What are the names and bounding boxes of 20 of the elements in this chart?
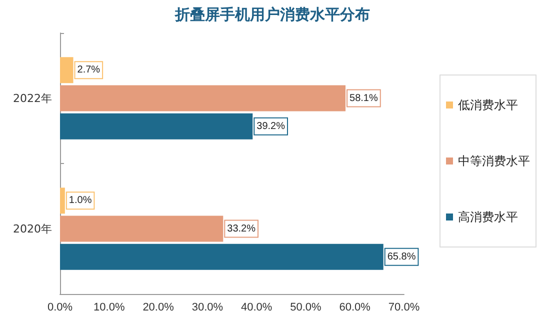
chart-title: 折叠屏手机用户消费水平分布	[174, 6, 370, 24]
x-tick-label: 30.0%	[192, 302, 224, 314]
y-tick-label: 2020年	[13, 222, 52, 236]
legend-label: 低消费水平	[458, 98, 518, 112]
data-label: 58.1%	[350, 92, 378, 104]
data-label: 39.2%	[256, 120, 286, 132]
data-label: 65.8%	[387, 251, 416, 262]
data-label: 33.2%	[227, 223, 256, 234]
x-tick-label: 60.0%	[339, 302, 371, 314]
legend-label: 中等消费水平	[458, 154, 530, 168]
x-tick-label: 50.0%	[290, 302, 322, 314]
data-label: 2.7%	[77, 64, 100, 76]
legend-label: 高消费水平	[458, 210, 518, 224]
x-tick-label: 40.0%	[240, 302, 272, 314]
data-label: 1.0%	[68, 195, 92, 206]
x-tick-label: 0.0%	[47, 302, 73, 314]
x-tick-label: 20.0%	[142, 302, 174, 314]
x-tick-label: 10.0%	[94, 302, 125, 314]
x-tick-label: 70.0%	[388, 302, 420, 314]
y-tick-label: 2022年	[13, 92, 52, 105]
